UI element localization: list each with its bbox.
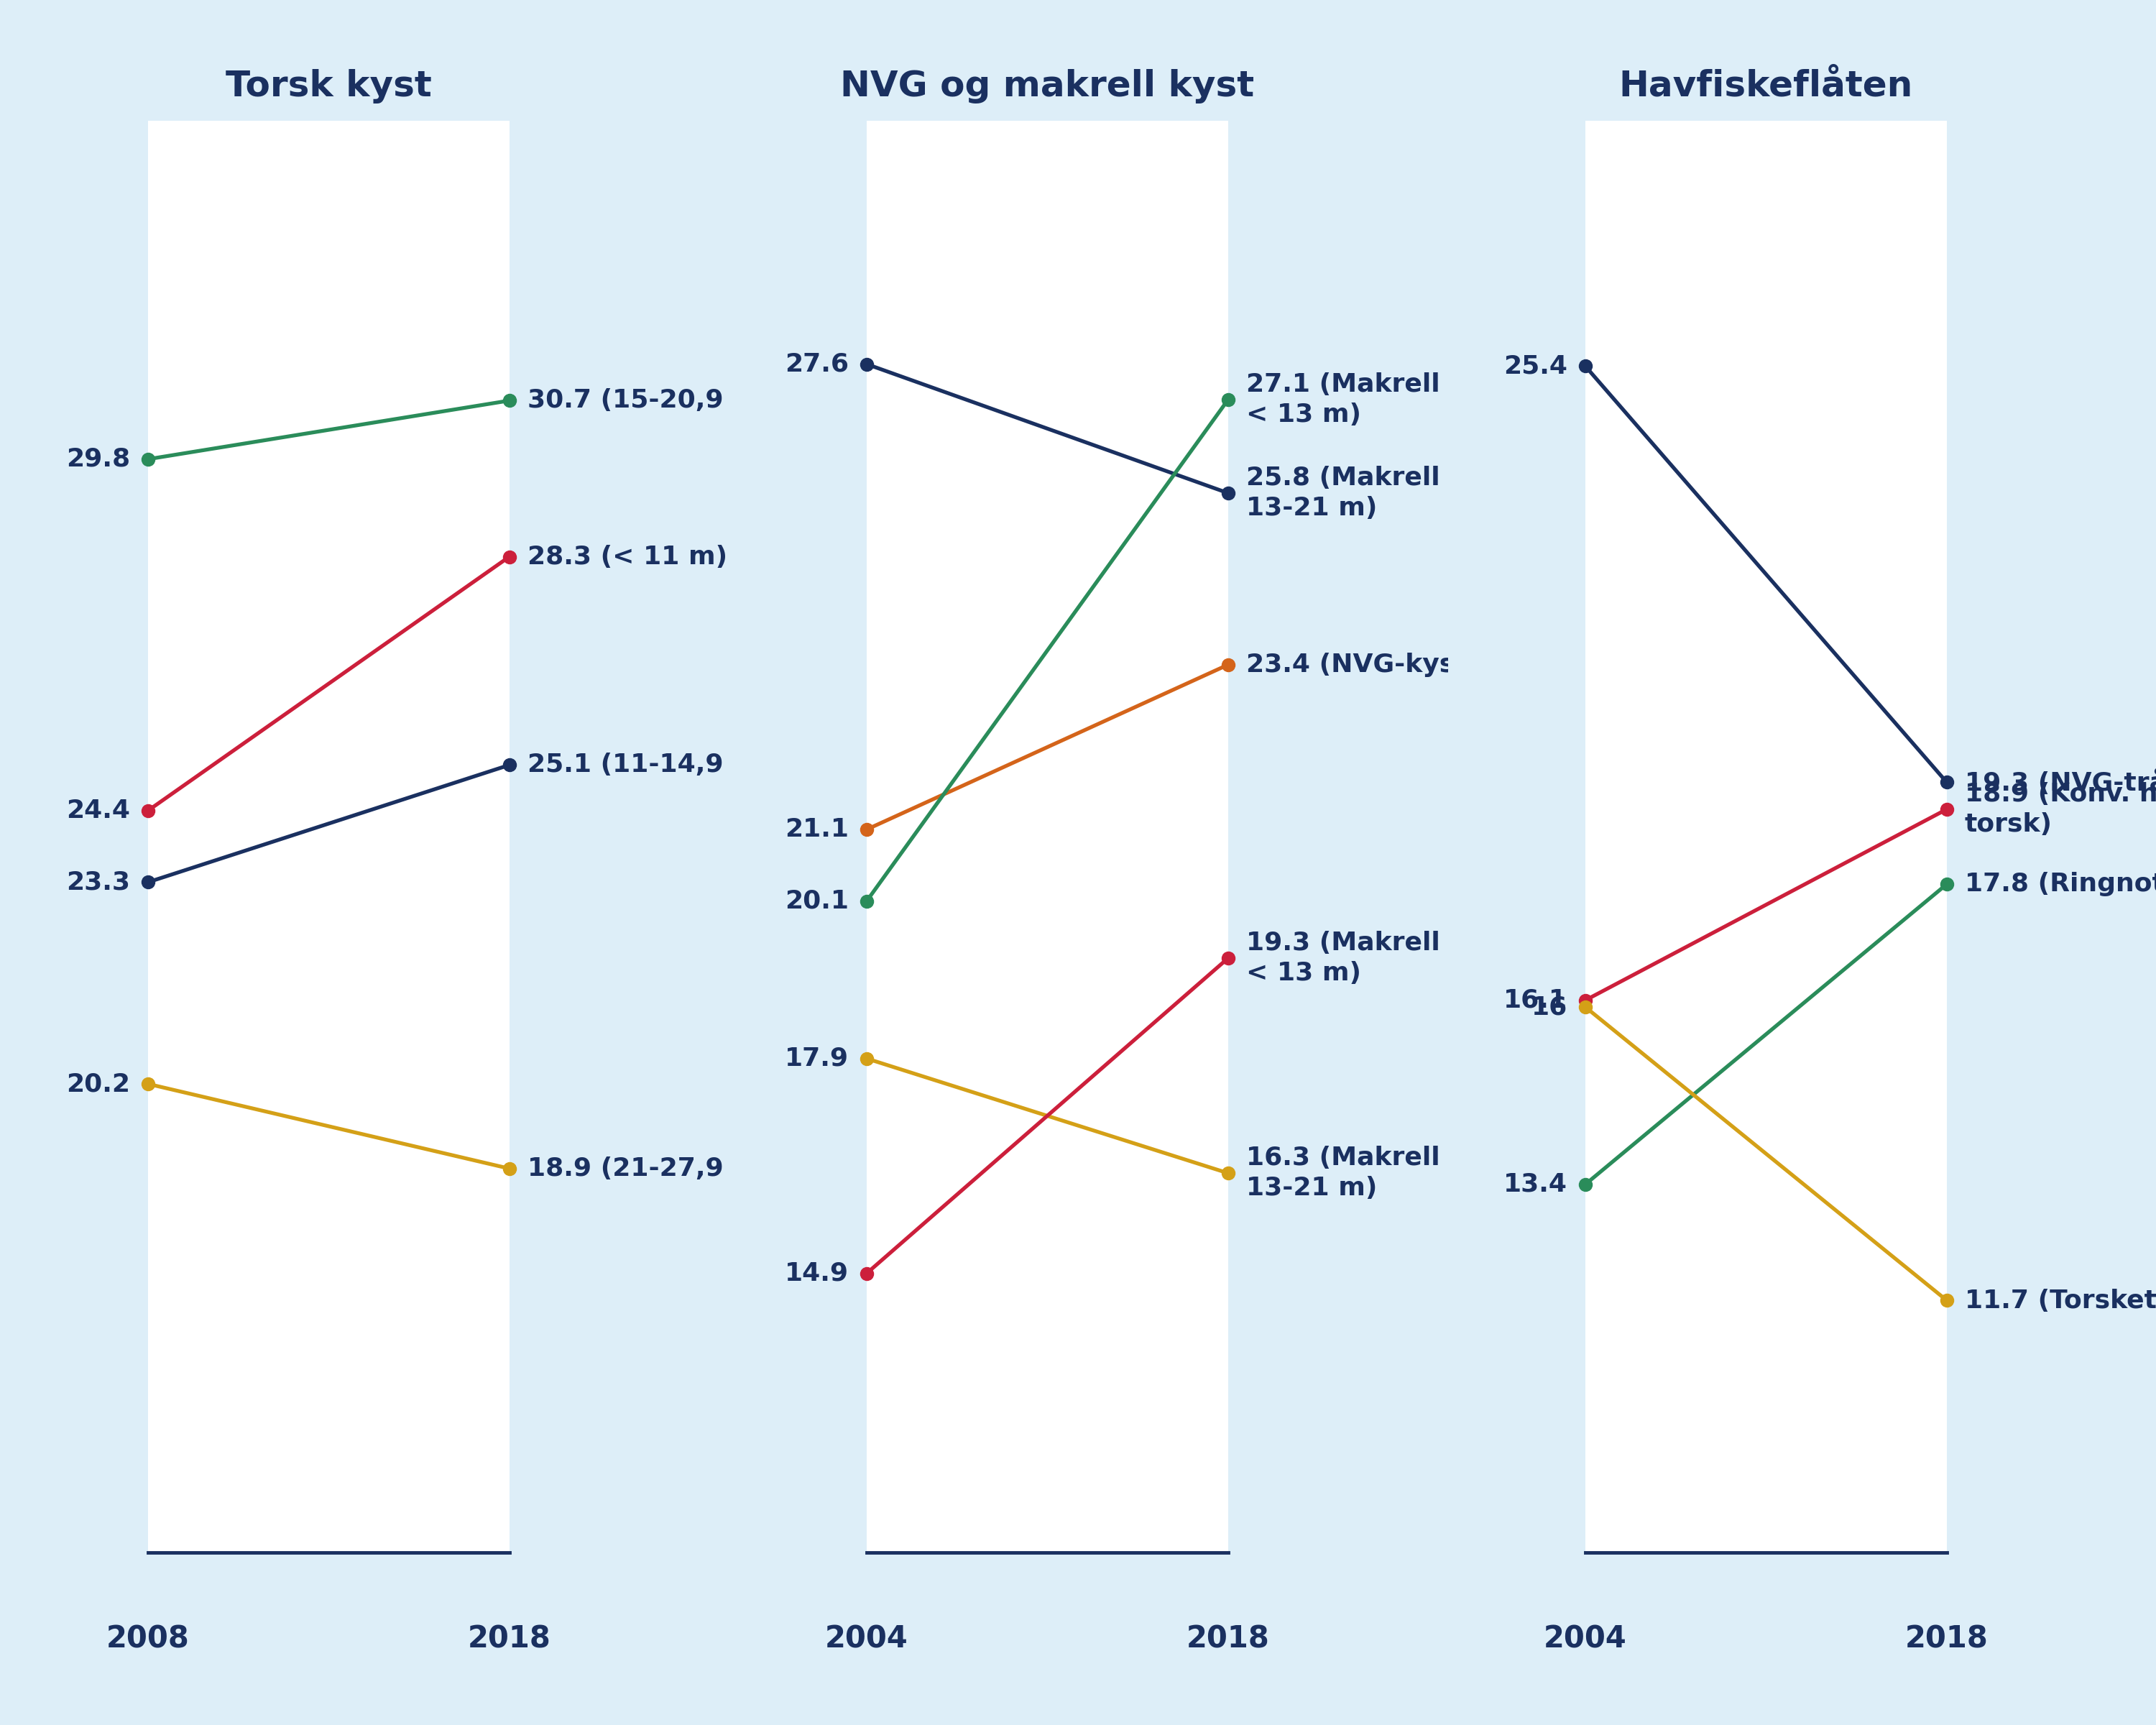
- Text: 14.9: 14.9: [785, 1261, 849, 1285]
- Text: 2018: 2018: [468, 1625, 552, 1654]
- Text: 2004: 2004: [826, 1625, 908, 1654]
- Text: 2004: 2004: [1544, 1625, 1628, 1654]
- Text: 23.4 (NVG-kyst): 23.4 (NVG-kyst): [1246, 652, 1479, 676]
- Text: 24.4: 24.4: [67, 799, 129, 823]
- Text: 28.3 (< 11 m): 28.3 (< 11 m): [528, 545, 727, 569]
- Text: 18.9 (Konv. hav
torsk): 18.9 (Konv. hav torsk): [1964, 781, 2156, 837]
- Text: 16: 16: [1531, 995, 1567, 1019]
- Text: 2018: 2018: [1906, 1625, 1988, 1654]
- Text: 20.1: 20.1: [785, 888, 849, 913]
- Text: 18.9 (21-27,9 m): 18.9 (21-27,9 m): [528, 1156, 772, 1180]
- Text: Torsk kyst: Torsk kyst: [226, 69, 431, 104]
- Text: 25.4: 25.4: [1503, 354, 1567, 378]
- Bar: [149, 121, 509, 1553]
- Text: 16.3 (Makrell not
13-21 m): 16.3 (Makrell not 13-21 m): [1246, 1145, 1498, 1201]
- Text: 17.9: 17.9: [785, 1047, 849, 1071]
- Text: 19.3 (NVG-trål): 19.3 (NVG-trål): [1964, 769, 2156, 795]
- Text: 29.8: 29.8: [67, 447, 129, 471]
- Text: 30.7 (15-20,9 m): 30.7 (15-20,9 m): [528, 388, 772, 412]
- Text: 21.1: 21.1: [785, 818, 849, 842]
- Text: 27.6: 27.6: [785, 352, 849, 376]
- Text: 13.4: 13.4: [1503, 1171, 1567, 1197]
- Text: 20.2: 20.2: [67, 1071, 129, 1095]
- Bar: [867, 121, 1229, 1553]
- Text: 16.1: 16.1: [1503, 988, 1567, 1013]
- Text: 17.8 (Ringnot): 17.8 (Ringnot): [1964, 873, 2156, 897]
- Text: 23.3: 23.3: [67, 869, 129, 894]
- Text: 19.3 (Makrell garn
< 13 m): 19.3 (Makrell garn < 13 m): [1246, 932, 1516, 985]
- Text: 2008: 2008: [106, 1625, 190, 1654]
- Text: 27.1 (Makrell not
< 13 m): 27.1 (Makrell not < 13 m): [1246, 373, 1498, 428]
- Bar: [1585, 121, 1947, 1553]
- Text: Havfiskeflåten: Havfiskeflåten: [1619, 69, 1912, 104]
- Text: NVG og makrell kyst: NVG og makrell kyst: [841, 69, 1255, 104]
- Text: 11.7 (Torsketrål): 11.7 (Torsketrål): [1964, 1287, 2156, 1313]
- Text: 2018: 2018: [1186, 1625, 1270, 1654]
- Text: 25.8 (Makrell garn
13-21 m): 25.8 (Makrell garn 13-21 m): [1246, 466, 1516, 521]
- Text: 25.1 (11-14,9 m): 25.1 (11-14,9 m): [528, 752, 772, 778]
